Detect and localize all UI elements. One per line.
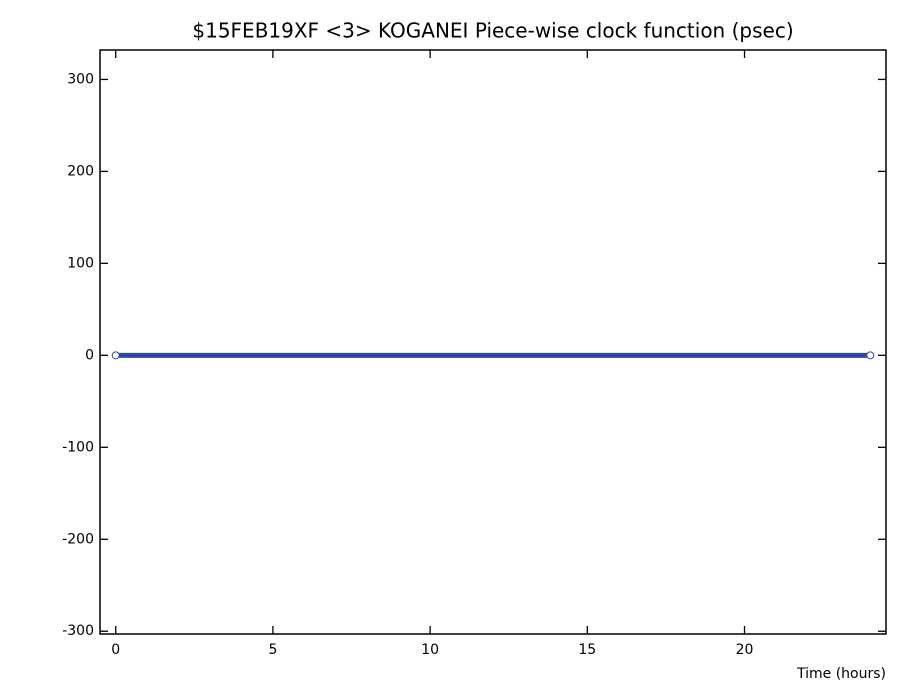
- y-tick-label: 300: [67, 71, 94, 87]
- point: [111, 351, 120, 360]
- x-tick-label: 20: [736, 642, 754, 658]
- x-axis-label: Time (hours): [796, 666, 886, 682]
- y-tick-label: 0: [85, 347, 94, 363]
- plot-frame: [99, 49, 887, 635]
- point: [866, 351, 875, 360]
- y-tick-label: 200: [67, 163, 94, 179]
- x-tick-label: 10: [421, 642, 439, 658]
- y-tick-label: -300: [62, 623, 94, 639]
- x-tick-label: 5: [268, 642, 277, 658]
- x-tick-label: 15: [578, 642, 596, 658]
- y-tick-label: 100: [67, 255, 94, 271]
- x-tick-label: 0: [111, 642, 120, 658]
- y-tick-label: -100: [62, 439, 94, 455]
- y-tick-label: -200: [62, 531, 94, 547]
- chart-title: $15FEB19XF <3> KOGANEI Piece-wise clock …: [192, 19, 793, 43]
